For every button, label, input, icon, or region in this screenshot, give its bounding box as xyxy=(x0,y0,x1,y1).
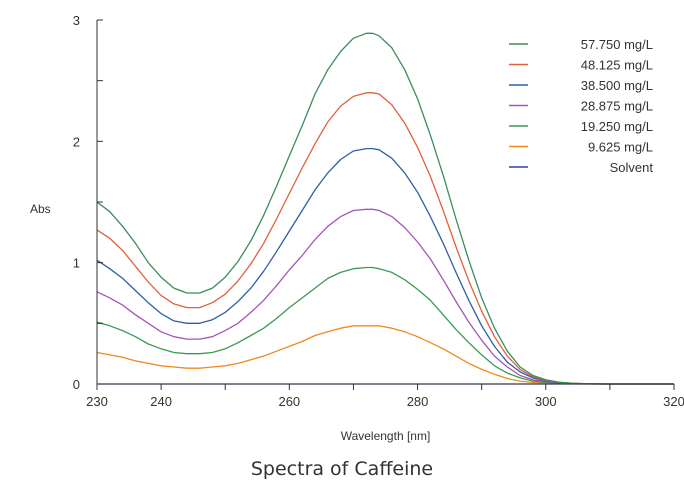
legend: 57.750 mg/L 48.125 mg/L 38.500 mg/L 28.875 … xyxy=(509,37,653,175)
legend-label: 19.250 mg/L xyxy=(581,119,653,134)
series-line xyxy=(96,208,674,385)
y-axis-ticks: 0 1 2 3 xyxy=(73,13,103,392)
y-axis-title: Abs xyxy=(30,202,51,216)
x-tick-label: 320 xyxy=(663,394,684,409)
x-tick-label: 280 xyxy=(407,394,429,409)
y-tick-label: 1 xyxy=(73,256,80,271)
y-tick-label: 2 xyxy=(73,134,80,149)
figure-caption: Spectra of Caffeine xyxy=(250,458,434,480)
x-tick-label: 240 xyxy=(150,394,172,409)
series-line xyxy=(96,92,674,385)
legend-label: 48.125 mg/L xyxy=(581,58,653,73)
legend-label: 57.750 mg/L xyxy=(581,37,653,52)
legend-label: Solvent xyxy=(610,160,654,175)
y-tick-label: 0 xyxy=(73,377,80,392)
x-axis-title: Wavelength [nm] xyxy=(341,429,431,443)
series-line xyxy=(96,325,674,385)
plot-lines xyxy=(96,32,674,385)
y-tick-label: 3 xyxy=(73,13,80,28)
x-tick-label: 230 xyxy=(86,394,108,409)
x-tick-label: 260 xyxy=(278,394,300,409)
series-line xyxy=(96,32,674,385)
series-line xyxy=(96,266,674,385)
legend-label: 38.500 mg/L xyxy=(581,78,653,93)
x-axis-ticks: 230 240 260 280 300 320 xyxy=(86,384,684,409)
legend-label: 28.875 mg/L xyxy=(581,99,653,114)
legend-label: 9.625 mg/L xyxy=(588,140,653,155)
x-tick-label: 300 xyxy=(535,394,557,409)
series-line xyxy=(96,147,674,385)
